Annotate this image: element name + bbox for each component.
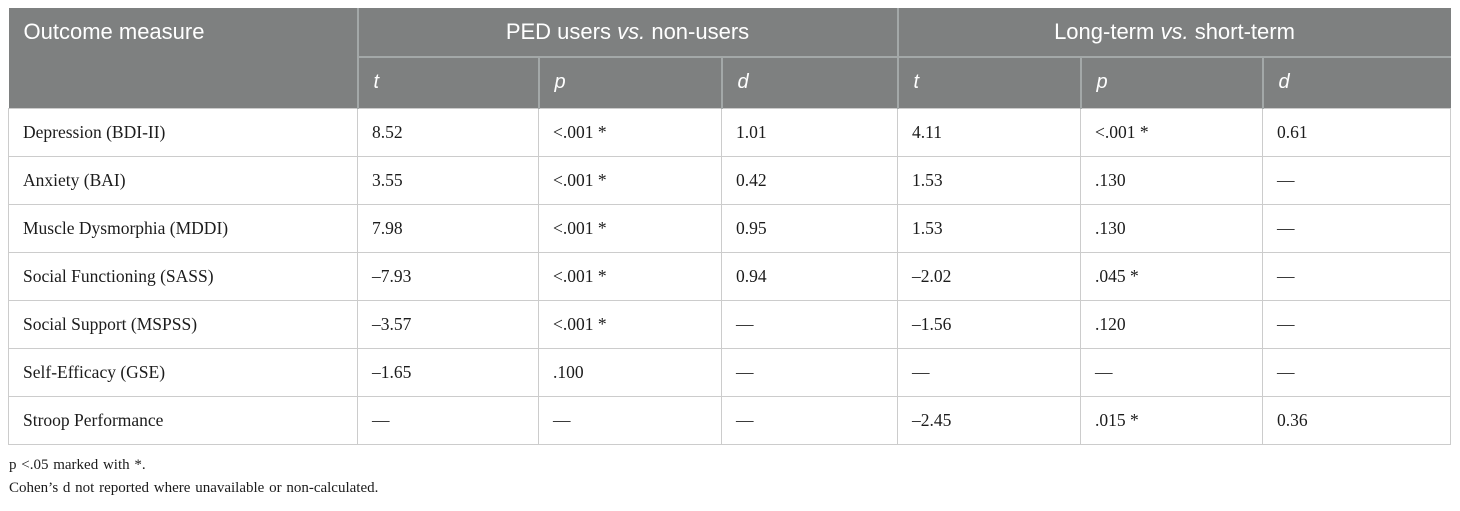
table-cell: <.001 * — [538, 107, 722, 157]
stats-table: Outcome measure PED users vs. non-users … — [8, 8, 1451, 445]
table-cell: 4.11 — [897, 107, 1081, 157]
table-cell: –2.45 — [897, 395, 1081, 445]
table-row: Muscle Dysmorphia (MDDI) 7.98 <.001 * 0.… — [8, 203, 1451, 253]
table-cell: 0.36 — [1262, 395, 1451, 445]
table-cell: <.001 * — [538, 251, 722, 301]
table-figure: Outcome measure PED users vs. non-users … — [8, 8, 1451, 500]
measure-cell: Social Functioning (SASS) — [8, 251, 358, 301]
table-row: Depression (BDI-II) 8.52 <.001 * 1.01 4.… — [8, 107, 1451, 157]
table-cell: — — [538, 395, 722, 445]
table-cell: — — [1262, 299, 1451, 349]
group-label-text: PED users — [505, 19, 618, 44]
table-cell: .045 * — [1080, 251, 1263, 301]
group-label-text: short-term — [1188, 19, 1295, 44]
table-cell: 0.42 — [721, 155, 898, 205]
header-group-row: Outcome measure PED users vs. non-users … — [8, 8, 1451, 108]
table-cell: 7.98 — [357, 203, 539, 253]
table-cell: 0.94 — [721, 251, 898, 301]
table-cell: — — [1262, 251, 1451, 301]
measure-cell: Self-Efficacy (GSE) — [8, 347, 358, 397]
measure-cell: Social Support (MSPSS) — [8, 299, 358, 349]
measure-cell: Depression (BDI-II) — [8, 107, 358, 157]
table-row: Self-Efficacy (GSE) –1.65 .100 — — — — — [8, 347, 1451, 397]
table-cell: 0.61 — [1262, 107, 1451, 157]
column-header-outcome-measure: Outcome measure — [8, 8, 359, 108]
table-cell: –1.65 — [357, 347, 539, 397]
group-label-text: non-users — [645, 19, 750, 44]
column-header-d-ped: d — [720, 57, 898, 108]
column-header-t-ped: t — [356, 57, 539, 108]
table-row: Social Functioning (SASS) –7.93 <.001 * … — [8, 251, 1451, 301]
table-cell: 3.55 — [357, 155, 539, 205]
table-cell: –7.93 — [357, 251, 539, 301]
group-label-text: Long-term — [1054, 19, 1161, 44]
column-header-t-longterm: t — [896, 57, 1081, 108]
measure-cell: Stroop Performance — [8, 395, 358, 445]
table-cell: –1.56 — [897, 299, 1081, 349]
table-row: Anxiety (BAI) 3.55 <.001 * 0.42 1.53 .13… — [8, 155, 1451, 205]
table-cell: .015 * — [1080, 395, 1263, 445]
table-cell: <.001 * — [1080, 107, 1263, 157]
table-cell: .130 — [1080, 203, 1263, 253]
header-sub-row: t p d t p d — [9, 57, 1451, 108]
table-cell: 1.53 — [897, 203, 1081, 253]
table-cell: <.001 * — [538, 203, 722, 253]
table-cell: .130 — [1080, 155, 1263, 205]
table-row: Social Support (MSPSS) –3.57 <.001 * — –… — [8, 299, 1451, 349]
table-cell: — — [1262, 347, 1451, 397]
table-cell: <.001 * — [538, 299, 722, 349]
table-cell: — — [1262, 203, 1451, 253]
table-cell: — — [721, 395, 898, 445]
table-cell: –2.02 — [897, 251, 1081, 301]
column-group-long-term-vs-short-term: Long-term vs. short-term — [896, 8, 1451, 58]
table-cell: — — [721, 347, 898, 397]
table-cell: — — [1080, 347, 1263, 397]
group-label-vs: vs. — [1160, 19, 1189, 44]
table-cell: <.001 * — [538, 155, 722, 205]
table-cell: 8.52 — [357, 107, 539, 157]
measure-cell: Muscle Dysmorphia (MDDI) — [8, 203, 358, 253]
table-cell: — — [1262, 155, 1451, 205]
table-cell: 1.01 — [721, 107, 898, 157]
column-group-ped-users-vs-non-users: PED users vs. non-users — [357, 8, 898, 58]
column-header-p-longterm: p — [1079, 57, 1263, 108]
footnote-cohens-d: Cohen’s d not reported where unavailable… — [9, 479, 379, 496]
table-cell: 1.53 — [897, 155, 1081, 205]
table-cell: — — [721, 299, 898, 349]
table-cell: 0.95 — [721, 203, 898, 253]
group-label-vs: vs. — [617, 19, 646, 44]
table-cell: — — [357, 395, 539, 445]
footnote-significance: p <.05 marked with *. — [9, 456, 146, 473]
column-header-p-ped: p — [537, 57, 722, 108]
table-cell: .100 — [538, 347, 722, 397]
table-cell: –3.57 — [357, 299, 539, 349]
table-cell: — — [897, 347, 1081, 397]
table-footnotes: p <.05 marked with *. Cohen’s d not repo… — [9, 454, 1450, 500]
column-header-d-longterm: d — [1261, 57, 1451, 108]
table-row: Stroop Performance — — — –2.45 .015 * 0.… — [8, 395, 1451, 445]
table-cell: .120 — [1080, 299, 1263, 349]
measure-cell: Anxiety (BAI) — [8, 155, 358, 205]
